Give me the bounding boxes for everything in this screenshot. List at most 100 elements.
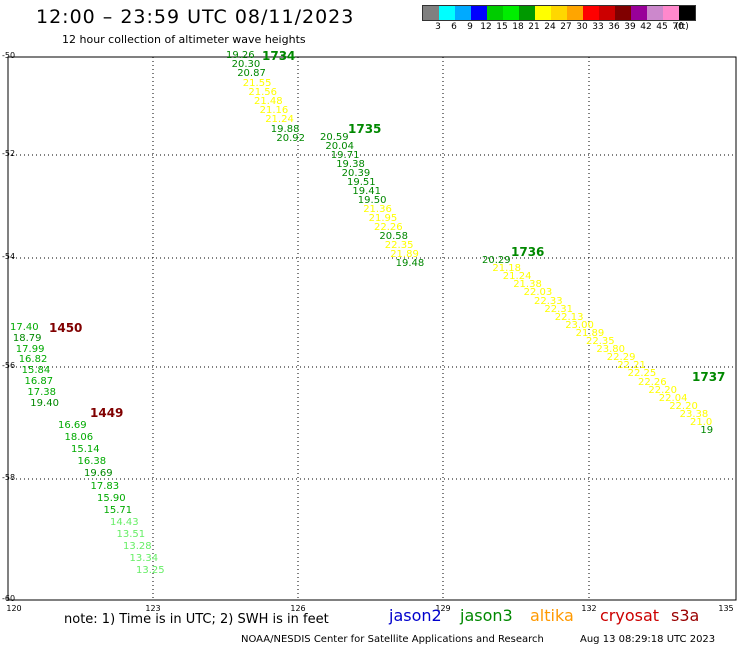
legend-swatch — [551, 6, 567, 20]
wave-height-value: 19.88 — [270, 123, 300, 135]
wave-height-value: 16.69 — [58, 420, 87, 431]
pass-time-label: 1449 — [90, 406, 124, 420]
color-legend — [422, 5, 696, 21]
satellite-cryosat: cryosat — [600, 606, 660, 625]
legend-label: 3 — [435, 22, 441, 32]
wave-height-value: 23.80 — [596, 344, 626, 356]
wave-height-value: 14.43 — [110, 516, 139, 528]
wave-height-value: 19 — [700, 425, 714, 437]
wave-height-value: 19.38 — [336, 159, 365, 170]
wave-height-value: 20.30 — [231, 59, 261, 71]
longitude-label: 126 — [290, 604, 306, 613]
wave-height-value: 20.87 — [237, 68, 266, 80]
legend-label: 21 — [528, 22, 540, 32]
legend-swatch — [519, 6, 535, 20]
legend-swatch — [615, 6, 631, 20]
legend-label: 33 — [592, 22, 604, 32]
legend-swatch — [631, 6, 647, 20]
latitude-label: -56 — [2, 361, 16, 370]
wave-height-value: 22.26 — [374, 222, 403, 233]
legend-label: 36 — [608, 22, 620, 32]
latitude-label: -60 — [2, 594, 16, 603]
wave-height-value: 22.33 — [534, 295, 563, 307]
wave-height-value: 19.26 — [226, 50, 255, 61]
satellite-jason3: jason3 — [460, 606, 513, 625]
legend-swatch — [487, 6, 503, 20]
satellite-jason2: jason2 — [389, 606, 442, 625]
satellite-s3a: s3a — [671, 606, 700, 625]
wave-height-value: 19.41 — [352, 186, 382, 197]
wave-height-value: 21.55 — [242, 77, 272, 89]
footer-credit: NOAA/NESDIS Center for Satellite Applica… — [241, 634, 544, 645]
footer-note: note: 1) Time is in UTC; 2) SWH is in fe… — [64, 612, 329, 627]
legend-label: 70 — [672, 22, 684, 32]
wave-height-value: 19.50 — [357, 195, 387, 206]
wave-height-value: 21.36 — [363, 204, 392, 215]
latitude-label: -50 — [2, 51, 16, 60]
wave-height-value: 22.25 — [627, 368, 657, 380]
wave-height-value: 23.00 — [565, 319, 594, 331]
pass-time-label: 1735 — [348, 122, 382, 136]
wave-height-value: 19.51 — [347, 177, 376, 188]
wave-height-value: 15.71 — [103, 504, 133, 516]
wave-height-value: 17.83 — [90, 480, 120, 492]
wave-height-value: 20.58 — [379, 231, 409, 242]
wave-height-value: 17.40 — [10, 322, 39, 333]
wave-height-value: 22.35 — [384, 240, 414, 251]
wave-height-value: 19.40 — [30, 397, 59, 409]
legend-label: 18 — [512, 22, 524, 32]
wave-height-value: 21.89 — [575, 327, 605, 339]
wave-height-value: 16.87 — [24, 376, 54, 387]
latitude-label: -58 — [2, 473, 16, 482]
wave-height-value: 15.14 — [71, 444, 100, 456]
satellite-altika: altika — [530, 606, 574, 625]
legend-label: 27 — [560, 22, 572, 32]
legend-swatch — [663, 6, 679, 20]
wave-height-value: 15.90 — [97, 492, 126, 504]
pass-time-label: 1737 — [692, 370, 726, 384]
legend-label: 6 — [451, 22, 457, 32]
pass-time-label: 1736 — [511, 245, 545, 259]
legend-swatch — [423, 6, 439, 20]
legend-swatch — [647, 6, 663, 20]
wave-height-value: 22.31 — [544, 303, 574, 315]
wave-height-value: 21.0 — [690, 417, 713, 428]
legend-label: 9 — [467, 22, 473, 32]
wave-height-value: 22.35 — [586, 336, 615, 347]
footer-timestamp: Aug 13 08:29:18 UTC 2023 — [580, 634, 716, 645]
wave-height-value: 22.20 — [648, 384, 678, 396]
latitude-label: -54 — [2, 252, 16, 261]
legend-swatch — [679, 6, 695, 20]
longitude-label: 129 — [435, 604, 451, 613]
longitude-label: 132 — [581, 604, 597, 613]
wave-height-value: 20.39 — [341, 168, 371, 179]
legend-swatch — [455, 6, 471, 20]
page-subtitle: 12 hour collection of altimeter wave hei… — [62, 33, 306, 46]
wave-height-value: 21.89 — [390, 249, 419, 260]
legend-swatch — [471, 6, 487, 20]
wave-height-value: 22.03 — [523, 287, 553, 299]
wave-height-value: 18.06 — [64, 432, 94, 444]
legend-swatch — [567, 6, 583, 20]
wave-height-value: 21.56 — [248, 86, 278, 98]
wave-height-value: 23.38 — [679, 408, 709, 420]
wave-height-value: 20.29 — [482, 255, 511, 266]
wave-height-value: 21.24 — [265, 114, 294, 126]
legend-label: 15 — [496, 22, 508, 32]
wave-height-value: 16.82 — [18, 354, 48, 366]
wave-height-value: 16.38 — [77, 456, 107, 468]
wave-height-value: 13.34 — [129, 553, 159, 565]
wave-height-value: 13.28 — [123, 541, 152, 552]
longitude-label: 123 — [145, 604, 161, 613]
wave-height-value: 20.92 — [276, 132, 306, 144]
wave-height-value: 15.84 — [21, 365, 51, 377]
wave-height-value: 22.04 — [658, 392, 688, 404]
wave-height-value: 17.99 — [15, 343, 45, 355]
wave-height-value: 21.48 — [254, 96, 283, 107]
wave-height-value: 22.26 — [638, 376, 667, 388]
legend-swatch — [583, 6, 599, 20]
wave-height-value: 21.24 — [502, 271, 532, 283]
legend-label: 24 — [544, 22, 556, 32]
legend-label: 42 — [640, 22, 652, 32]
